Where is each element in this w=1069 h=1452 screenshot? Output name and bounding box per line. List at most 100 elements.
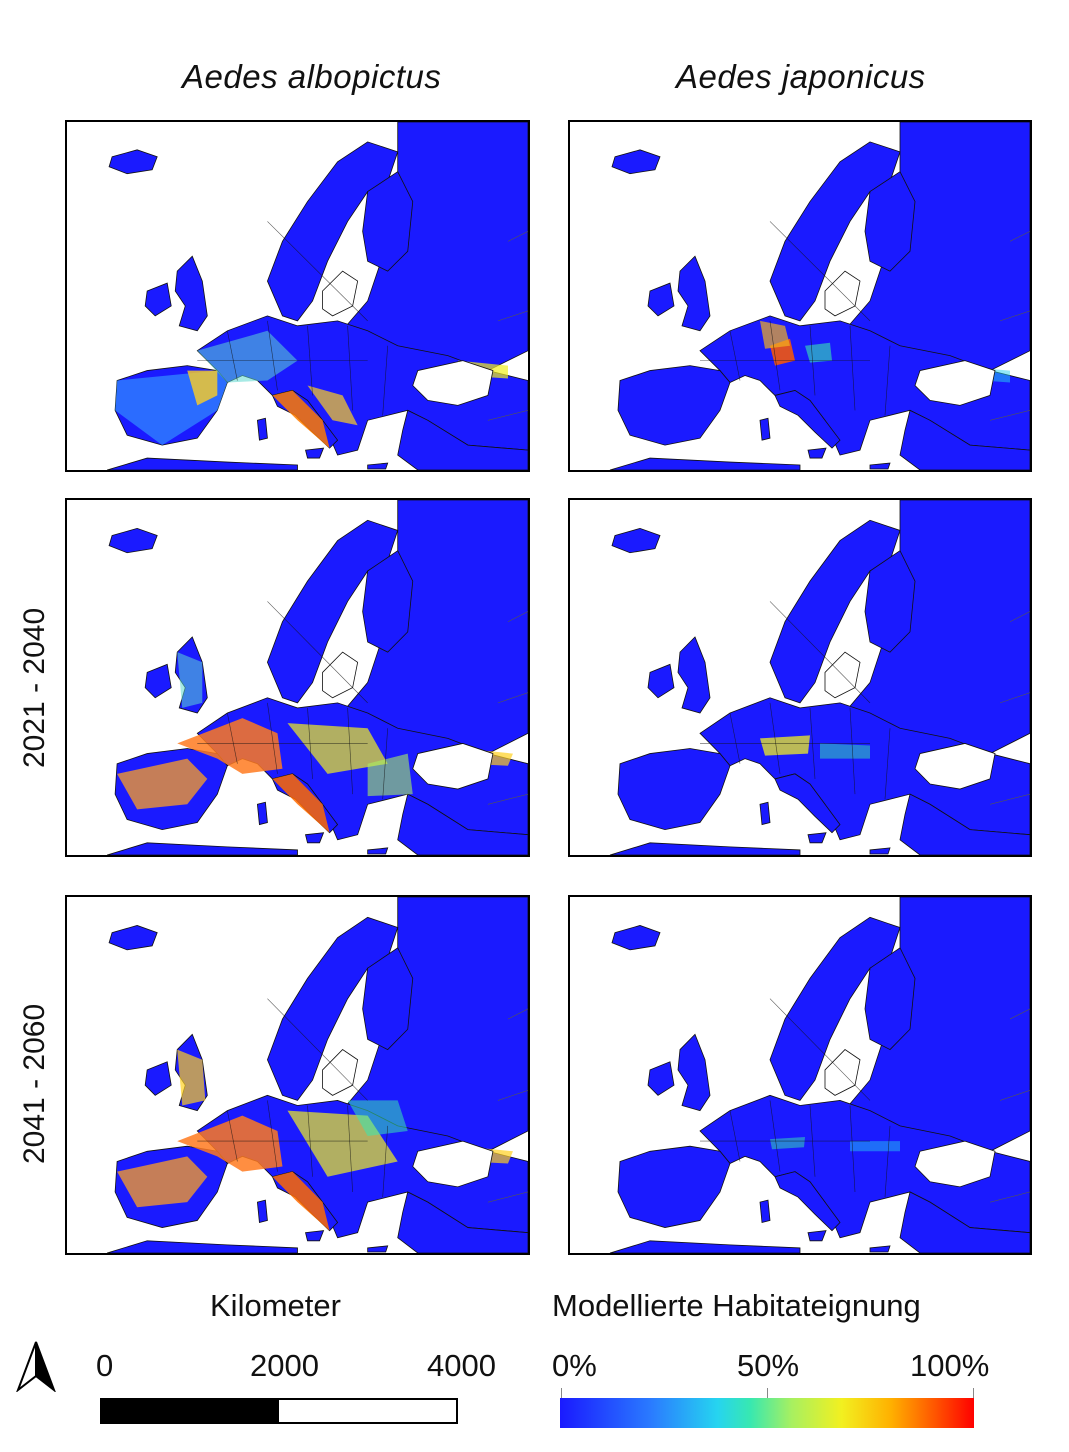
country-border (267, 1100, 278, 1172)
scale-tick-0: 0 (96, 1348, 114, 1383)
suitability-hotspot (197, 330, 298, 383)
suitability-hotspot (820, 743, 870, 759)
suitability-hotspot (770, 1137, 805, 1150)
country-border (267, 601, 368, 704)
colorbar-tick-mark-0 (561, 1388, 562, 1400)
land-britain (174, 255, 208, 332)
country-border (382, 345, 388, 416)
land-finland (864, 171, 916, 272)
europe-map (570, 500, 1030, 855)
suitability-hotspot (272, 1171, 330, 1231)
black-sea (412, 1140, 494, 1188)
suitability-hotspot (177, 1049, 206, 1106)
country-border (884, 345, 891, 416)
land-turkey (397, 409, 528, 470)
land-iberia (617, 365, 731, 446)
country-border (382, 1125, 388, 1198)
suitability-legend-title: Modellierte Habitateignung (552, 1288, 921, 1323)
land-northafrica (106, 457, 298, 470)
suitability-hotspot (177, 652, 203, 708)
land-ireland (647, 1061, 675, 1096)
outside-area-border (989, 231, 1030, 421)
land-iberia (617, 1145, 731, 1228)
scale-tick-2000: 2000 (250, 1348, 319, 1383)
land-sicily (807, 1230, 827, 1242)
column-title-japonicus: Aedes japonicus (676, 58, 926, 95)
land-sicily (305, 1230, 325, 1242)
land-crete (869, 462, 891, 470)
suitability-hotspot (187, 370, 218, 406)
land-sicily (305, 447, 325, 459)
row-label-2041-2060: 2041 - 2060 (18, 1003, 51, 1164)
black-sea (412, 743, 494, 790)
land-iceland (611, 925, 661, 951)
land-sardinia (759, 1199, 771, 1223)
land-italy (774, 773, 841, 834)
land-turkey (397, 793, 528, 855)
scale-bar (100, 1398, 458, 1424)
country-border (884, 1125, 891, 1198)
scale-bar-title: Kilometer (210, 1288, 341, 1323)
land-northafrica (106, 1240, 298, 1253)
land-turkey (397, 1191, 528, 1253)
country-border (382, 728, 388, 800)
land-crete (869, 847, 891, 855)
country-border (227, 330, 238, 381)
land-sardinia (256, 801, 268, 826)
suitability-hotspot (850, 1141, 900, 1152)
land-iceland (108, 925, 158, 951)
country-border (267, 221, 368, 322)
land-ireland (647, 663, 675, 699)
land-iceland (611, 527, 661, 554)
land-northafrica (609, 457, 801, 470)
map-panel-japonicus-2041-2060 (568, 895, 1032, 1255)
country-border (227, 712, 238, 764)
land-britain (677, 1033, 711, 1112)
land-iceland (611, 149, 661, 175)
country-border (227, 1110, 238, 1162)
map-panel-japonicus-current (568, 120, 1032, 472)
land-ireland (144, 1061, 172, 1096)
land-crete (367, 847, 389, 855)
land-sicily (807, 447, 827, 459)
country-border (267, 998, 368, 1101)
land-crete (869, 1245, 891, 1253)
suitability-hotspot (307, 385, 358, 426)
black-sea (412, 360, 494, 406)
land-northafrica (106, 842, 298, 855)
land-iceland (108, 527, 158, 554)
land-finland (864, 550, 916, 653)
country-border (769, 601, 871, 704)
country-border (347, 707, 353, 795)
suitability-hotspot (177, 718, 283, 774)
suitability-hotspot (287, 723, 388, 774)
column-title-albopictus: Aedes albopictus (182, 58, 442, 95)
country-border (769, 998, 871, 1101)
land-ireland (647, 282, 675, 317)
country-border (849, 707, 856, 795)
row-label-2021-2040: 2021 - 2040 (18, 607, 51, 768)
land-iceland (108, 149, 158, 175)
europe-map (67, 122, 528, 470)
land-finland (362, 550, 414, 653)
outside-area-border (487, 611, 528, 805)
land-sicily (807, 832, 827, 844)
country-border (769, 221, 871, 322)
land-sardinia (256, 1199, 268, 1223)
country-border (769, 1100, 781, 1172)
land-britain (677, 255, 711, 332)
scale-bar-filled-segment (102, 1400, 279, 1422)
land-turkey (899, 793, 1030, 855)
land-italy (774, 390, 841, 449)
country-border (347, 1105, 353, 1192)
black-sea (914, 1140, 996, 1188)
suitability-hotspot (117, 758, 208, 810)
land-sardinia (759, 801, 771, 826)
country-border (267, 702, 278, 774)
land-turkey (899, 409, 1030, 470)
land-iberia (617, 748, 731, 831)
suitability-hotspot (347, 1100, 408, 1137)
country-border (849, 325, 856, 411)
map-panel-japonicus-2021-2040 (568, 498, 1032, 857)
country-border (267, 320, 278, 391)
